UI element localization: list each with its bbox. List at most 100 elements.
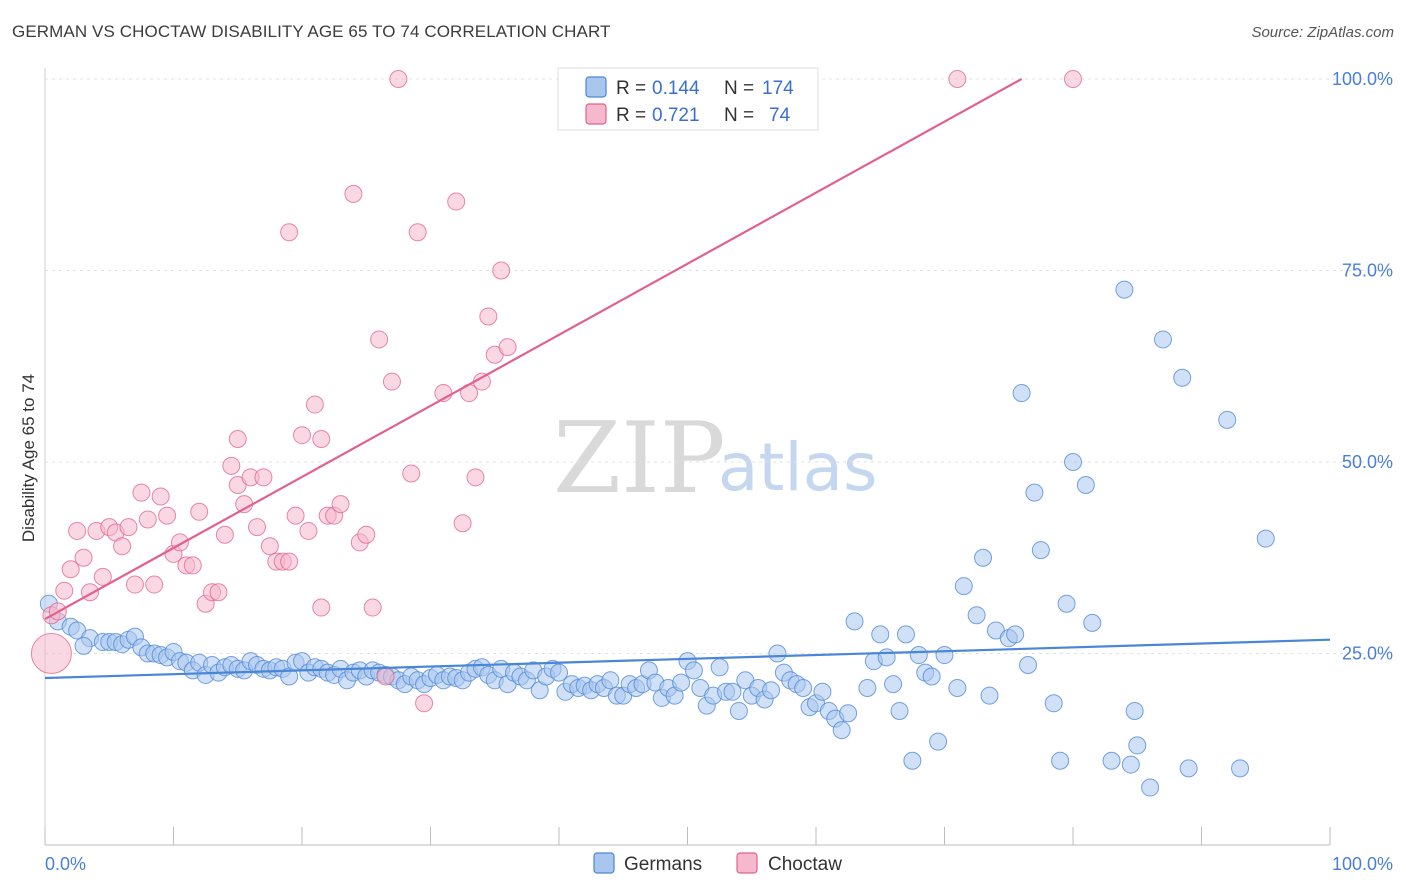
- data-point: [293, 426, 311, 445]
- data-point: [190, 502, 209, 521]
- y-tick-label: 25.0%: [1342, 644, 1393, 664]
- data-point: [909, 646, 928, 665]
- data-point: [215, 525, 234, 544]
- data-point: [710, 658, 729, 677]
- data-point: [260, 537, 279, 556]
- data-point: [1115, 280, 1134, 299]
- data-point: [550, 663, 568, 682]
- data-point: [68, 521, 87, 540]
- y-tick-labels: 25.0% 50.0% 75.0% 100.0%: [1332, 69, 1393, 664]
- data-point: [813, 682, 832, 701]
- data-point: [1006, 625, 1025, 644]
- data-point: [1012, 384, 1031, 403]
- data-point: [877, 648, 896, 667]
- legend-r-value-germans: 0.144: [652, 78, 700, 99]
- data-point: [125, 575, 144, 594]
- data-point: [305, 395, 324, 414]
- x-tick-label: 0.0%: [45, 854, 86, 874]
- legend-n-label-choctaw: N =: [724, 105, 754, 126]
- data-point: [871, 625, 890, 644]
- source-label: Source: ZipAtlas.com: [1251, 24, 1394, 41]
- data-point: [492, 261, 511, 280]
- data-point: [768, 644, 787, 663]
- data-point: [1057, 594, 1076, 613]
- data-point: [74, 548, 93, 567]
- axes: [44, 68, 1331, 846]
- data-point: [55, 581, 74, 600]
- data-point: [30, 633, 72, 674]
- series-choctaw: [30, 70, 1082, 713]
- legend-r-label-choctaw: R =: [616, 105, 646, 126]
- data-point: [113, 537, 132, 556]
- data-point: [61, 560, 80, 579]
- y-tick-label: 50.0%: [1342, 452, 1393, 472]
- bottom-legend-label-germans: Germans: [624, 854, 702, 875]
- trend-line-choctaw: [44, 78, 1023, 620]
- data-point: [1141, 778, 1160, 797]
- data-point: [896, 625, 915, 644]
- bottom-legend: Germans Choctaw: [593, 852, 842, 875]
- data-point: [248, 518, 267, 537]
- data-point: [357, 525, 376, 544]
- data-point: [183, 556, 202, 575]
- data-point: [684, 661, 703, 680]
- data-point: [1051, 751, 1070, 770]
- data-point: [974, 548, 993, 567]
- data-point: [382, 372, 401, 391]
- data-point: [344, 184, 363, 203]
- data-point: [389, 70, 408, 88]
- bottom-legend-swatch-choctaw: [736, 852, 758, 874]
- data-point: [119, 518, 138, 537]
- data-point: [929, 732, 948, 751]
- data-point: [1019, 655, 1038, 674]
- data-point: [1179, 759, 1198, 778]
- data-point: [415, 694, 434, 713]
- trend-line-germans: [44, 638, 1331, 680]
- watermark-atlas: atlas: [718, 429, 878, 506]
- trend-lines: [44, 78, 1331, 680]
- data-point: [832, 721, 851, 740]
- data-point: [498, 338, 517, 357]
- data-point: [884, 675, 903, 694]
- data-point: [145, 575, 164, 594]
- data-point: [1064, 453, 1082, 471]
- data-point: [447, 192, 466, 211]
- data-point: [376, 667, 395, 686]
- watermark-zip: ZIP: [553, 402, 726, 516]
- data-point: [453, 514, 472, 533]
- legend-n-value-choctaw: 74: [769, 105, 791, 126]
- data-point: [948, 70, 967, 88]
- data-point: [312, 430, 331, 449]
- data-point: [729, 701, 748, 720]
- data-point: [402, 464, 421, 483]
- data-point: [299, 521, 318, 540]
- data-point: [1256, 529, 1275, 548]
- y-tick-label: 75.0%: [1342, 261, 1393, 281]
- data-point: [370, 330, 389, 349]
- data-point: [408, 223, 427, 242]
- data-point: [794, 678, 813, 697]
- bottom-legend-label-choctaw: Choctaw: [768, 854, 842, 875]
- y-tick-label: 100.0%: [1332, 69, 1393, 89]
- data-point: [890, 701, 909, 720]
- data-point: [312, 598, 331, 617]
- data-point: [954, 577, 973, 596]
- data-point: [1064, 70, 1082, 88]
- data-point: [1044, 694, 1063, 713]
- data-point: [601, 671, 620, 690]
- data-point: [845, 612, 864, 631]
- data-point: [967, 606, 986, 625]
- top-legend: R = 0.144 N = 174 R = 0.721 N = 74: [557, 67, 819, 131]
- data-point: [922, 667, 941, 686]
- data-point: [158, 506, 177, 525]
- data-point: [138, 510, 157, 529]
- legend-swatch-choctaw: [585, 103, 607, 125]
- data-point: [1231, 759, 1250, 778]
- x-tick-labels: 0.0% 100.0%: [45, 854, 1393, 874]
- data-point: [209, 583, 228, 602]
- data-point: [935, 646, 954, 665]
- x-tick-label: 100.0%: [1332, 854, 1393, 874]
- grid-lines: [45, 78, 1390, 654]
- data-point: [74, 636, 93, 655]
- chart-title: GERMAN VS CHOCTAW DISABILITY AGE 65 TO 7…: [12, 22, 611, 41]
